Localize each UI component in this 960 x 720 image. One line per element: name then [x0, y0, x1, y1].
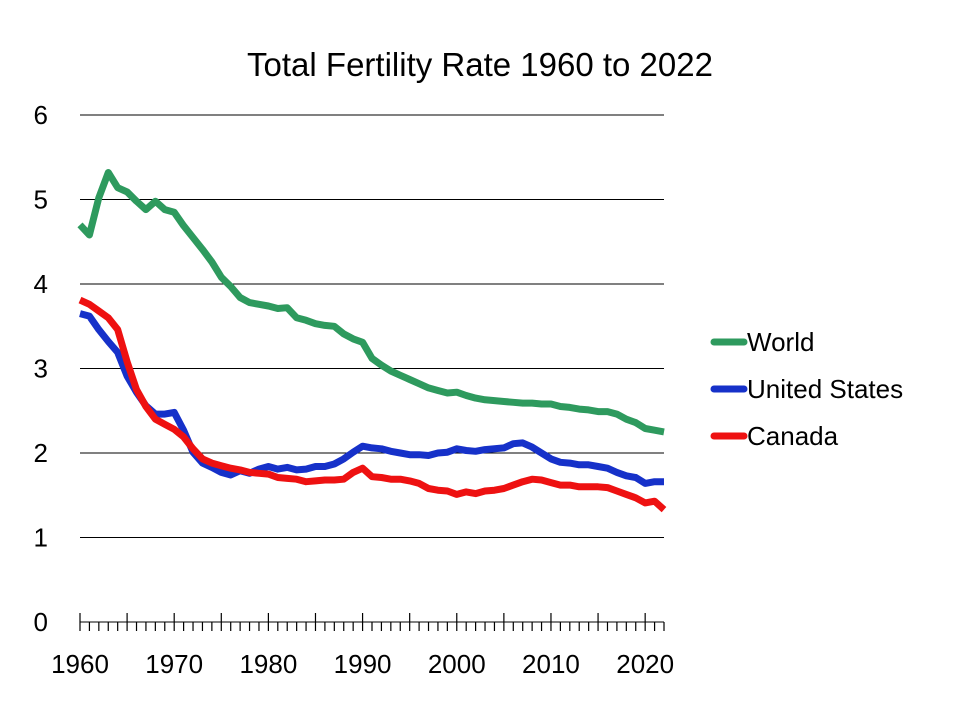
series-line-united-states — [79, 310, 664, 487]
x-axis — [79, 613, 665, 631]
y-tick-label: 5 — [34, 185, 48, 215]
x-tick-label: 1990 — [334, 649, 392, 679]
x-tick-label: 1960 — [51, 649, 109, 679]
y-tick-label: 3 — [34, 354, 48, 384]
y-tick-label: 0 — [34, 607, 48, 637]
x-tick-label: 2010 — [522, 649, 580, 679]
series-lines — [77, 169, 667, 513]
y-tick-label: 1 — [34, 523, 48, 553]
y-tick-label: 6 — [34, 100, 48, 130]
gridlines — [80, 114, 664, 623]
y-tick-label: 4 — [34, 269, 48, 299]
x-tick-label: 1970 — [145, 649, 203, 679]
x-tick-label: 1980 — [239, 649, 297, 679]
series-line-canada — [78, 296, 667, 513]
chart-title: Total Fertility Rate 1960 to 2022 — [247, 46, 713, 83]
x-tick-labels: 1960 1970 1980 1990 2000 2010 2020 — [51, 649, 674, 679]
legend-label: World — [747, 327, 814, 357]
y-tick-label: 2 — [34, 438, 48, 468]
x-tick-label: 2000 — [428, 649, 486, 679]
series-line-world — [77, 169, 665, 436]
legend-label: Canada — [747, 421, 839, 451]
legend-label: United States — [747, 374, 903, 404]
legend: World United States Canada — [710, 327, 903, 451]
y-tick-labels: 0 1 2 3 4 5 6 — [34, 100, 48, 637]
x-tick-label: 2020 — [616, 649, 674, 679]
